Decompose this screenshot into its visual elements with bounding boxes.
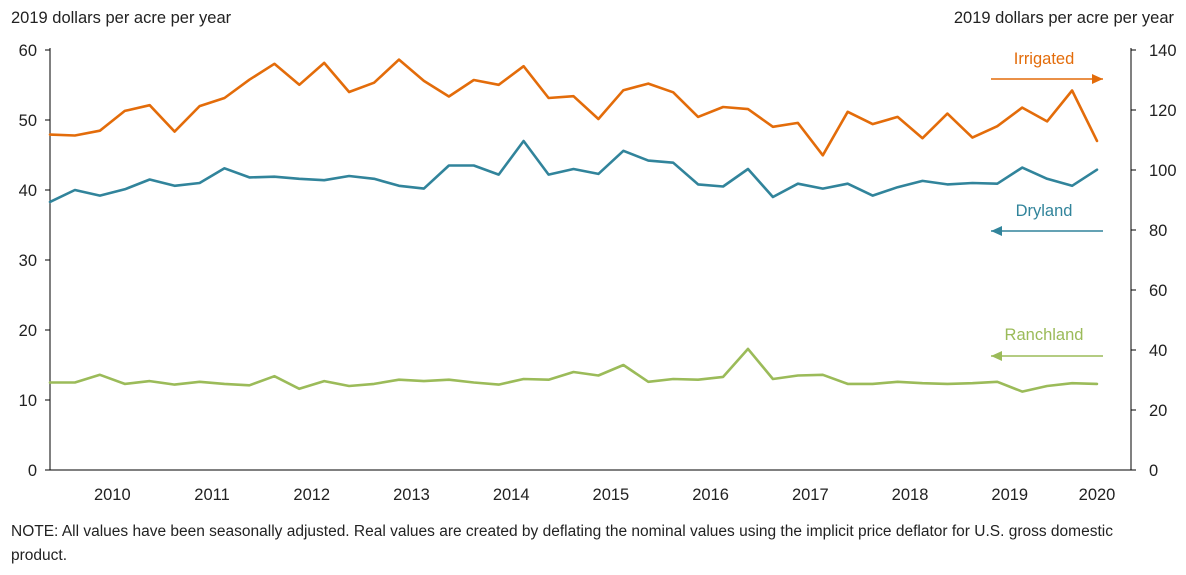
x-tick-label: 2010 [94,486,131,504]
series-line-dryland [48,139,1099,204]
left-tick-label: 40 [19,182,37,200]
series-lines [48,58,1099,393]
series-line-irrigated [48,58,1099,157]
series-label-dryland: Dryland [1016,202,1073,220]
x-tick-label: 2015 [593,486,630,504]
land-value-line-chart: 2019 dollars per acre per year 2019 doll… [11,9,1177,504]
series-arrowhead-irrigated [1092,74,1103,84]
x-tick-label: 2020 [1079,486,1116,504]
x-tick-label: 2016 [692,486,729,504]
right-tick-label: 140 [1149,42,1177,60]
series-arrowhead-dryland [991,226,1002,236]
right-tick-label: 60 [1149,282,1167,300]
x-tick-label: 2018 [892,486,929,504]
x-tick-label: 2012 [293,486,330,504]
series-labels: Irrigated Dryland Ranchland [991,50,1103,361]
x-tick-label: 2013 [393,486,430,504]
right-tick-label: 80 [1149,222,1167,240]
left-tick-label: 50 [19,112,37,130]
x-tick-label: 2014 [493,486,530,504]
right-tick-label: 40 [1149,342,1167,360]
series-label-irrigated: Irrigated [1014,50,1075,68]
right-axis-label: 2019 dollars per acre per year [954,9,1175,27]
right-tick-label: 100 [1149,162,1177,180]
right-axis-ticks: 0 20 40 60 80 100 120 140 [1131,42,1177,480]
x-tick-label: 2011 [194,486,229,504]
right-tick-label: 20 [1149,402,1167,420]
x-tick-label: 2017 [792,486,829,504]
left-axis-ticks: 0 10 20 30 40 50 60 [19,42,50,480]
left-tick-label: 0 [28,462,37,480]
left-tick-label: 20 [19,322,37,340]
left-tick-label: 10 [19,392,37,410]
left-axis-label: 2019 dollars per acre per year [11,9,232,27]
series-arrowhead-ranchland [991,351,1002,361]
x-tick-label: 2019 [991,486,1028,504]
series-line-ranchland [48,347,1099,393]
right-tick-label: 120 [1149,102,1177,120]
x-axis-ticks: 2010 2011 2012 2013 2014 2015 2016 2017 2018 2019… [94,486,1115,504]
right-tick-label: 0 [1149,462,1158,480]
left-tick-label: 30 [19,252,37,270]
chart-note: NOTE: All values have been seasonally ad… [11,523,1113,564]
series-label-ranchland: Ranchland [1005,326,1084,344]
left-tick-label: 60 [19,42,37,60]
